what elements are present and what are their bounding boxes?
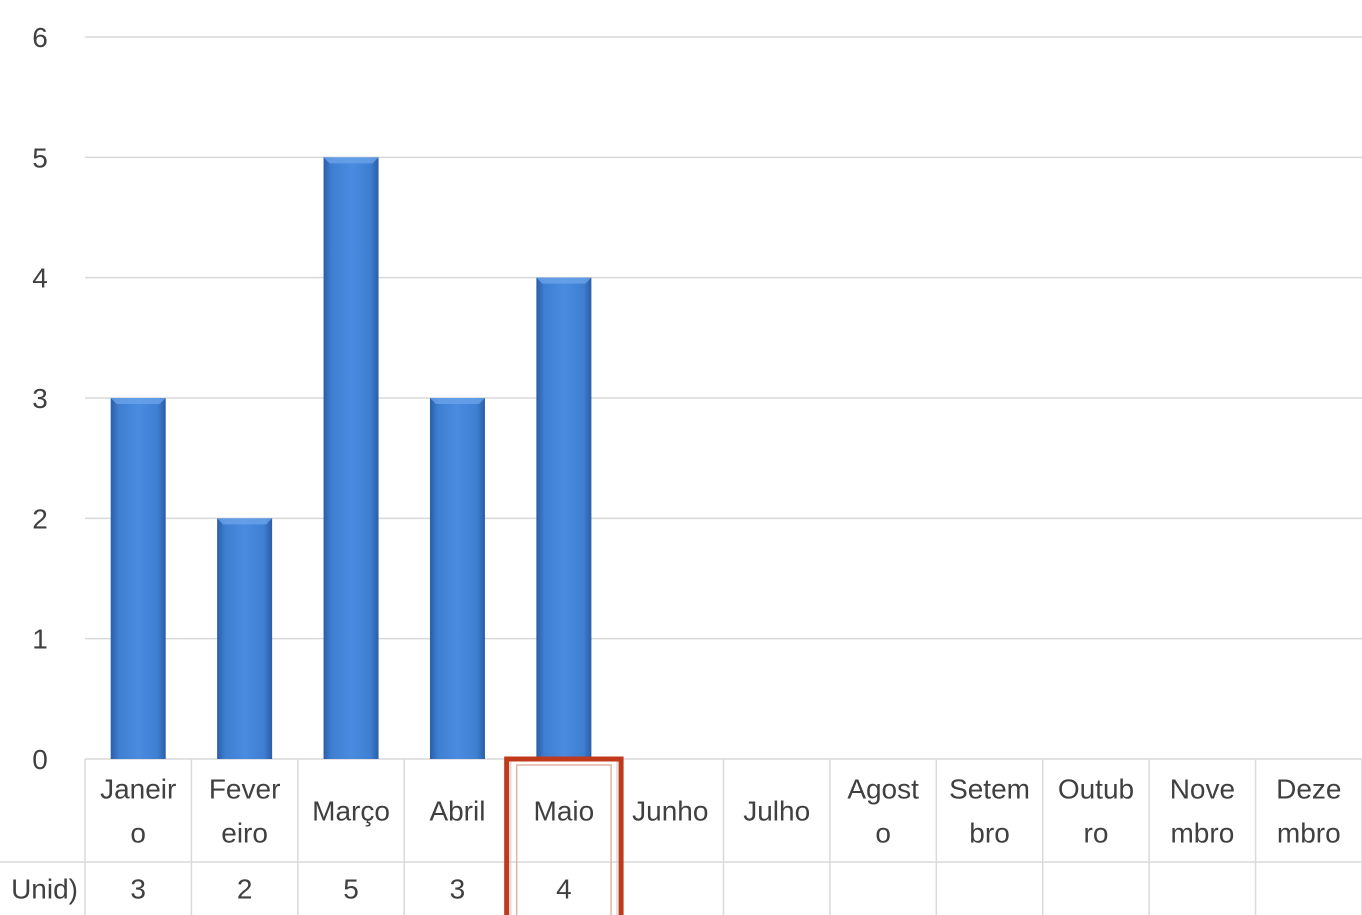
bar [217,518,273,759]
data-table-value: 3 [130,874,146,905]
gridlines [85,36,1362,640]
category-label: o [130,818,146,849]
y-tick-label: 4 [32,263,48,294]
category-label: Setem [949,774,1030,805]
y-tick-label: 5 [32,142,48,173]
highlight-inner-outline [515,764,612,915]
bar [536,277,592,759]
category-label: Maio [534,796,595,827]
y-tick-label: 6 [32,22,48,53]
category-label: Março [312,796,390,827]
data-table-value: 5 [343,874,359,905]
bar [110,398,166,759]
category-label: o [875,818,891,849]
category-label: Julho [743,796,810,827]
y-axis-ticks: 0 1 2 3 4 5 6 [32,22,48,775]
bars [110,157,592,760]
category-label: Junho [632,796,708,827]
y-tick-label: 1 [32,624,48,655]
category-label: Outub [1058,774,1134,805]
bar-bevel [217,518,273,525]
category-label: Deze [1276,774,1341,805]
bar-bevel [323,157,379,164]
y-tick-label: 0 [32,744,48,775]
data-table-value: 4 [556,874,572,905]
highlight-outline [504,756,624,915]
category-label: Fever [209,774,281,805]
category-label: Agost [847,774,919,805]
series-name-label: Unid) [11,874,78,905]
bar-bevel [110,398,166,404]
y-tick-label: 3 [32,383,48,414]
bar [323,157,379,760]
category-label: eiro [221,818,268,849]
bar-bevel [429,398,485,404]
category-label: mbro [1170,818,1234,849]
bar [429,398,485,759]
category-label: ro [1084,818,1109,849]
category-label: mbro [1277,818,1341,849]
data-table: Janeir o Fever eiro Março Abril Maio Junho Julho… [0,758,1362,915]
data-table-value: 3 [450,874,466,905]
category-label: Abril [429,796,485,827]
category-label: Nove [1170,774,1235,805]
bar-bevel [536,277,592,284]
y-tick-label: 2 [32,503,48,534]
category-label: bro [969,818,1009,849]
category-label: Janeir [100,774,176,805]
data-table-value: 2 [237,874,253,905]
highlight-box [504,756,624,915]
